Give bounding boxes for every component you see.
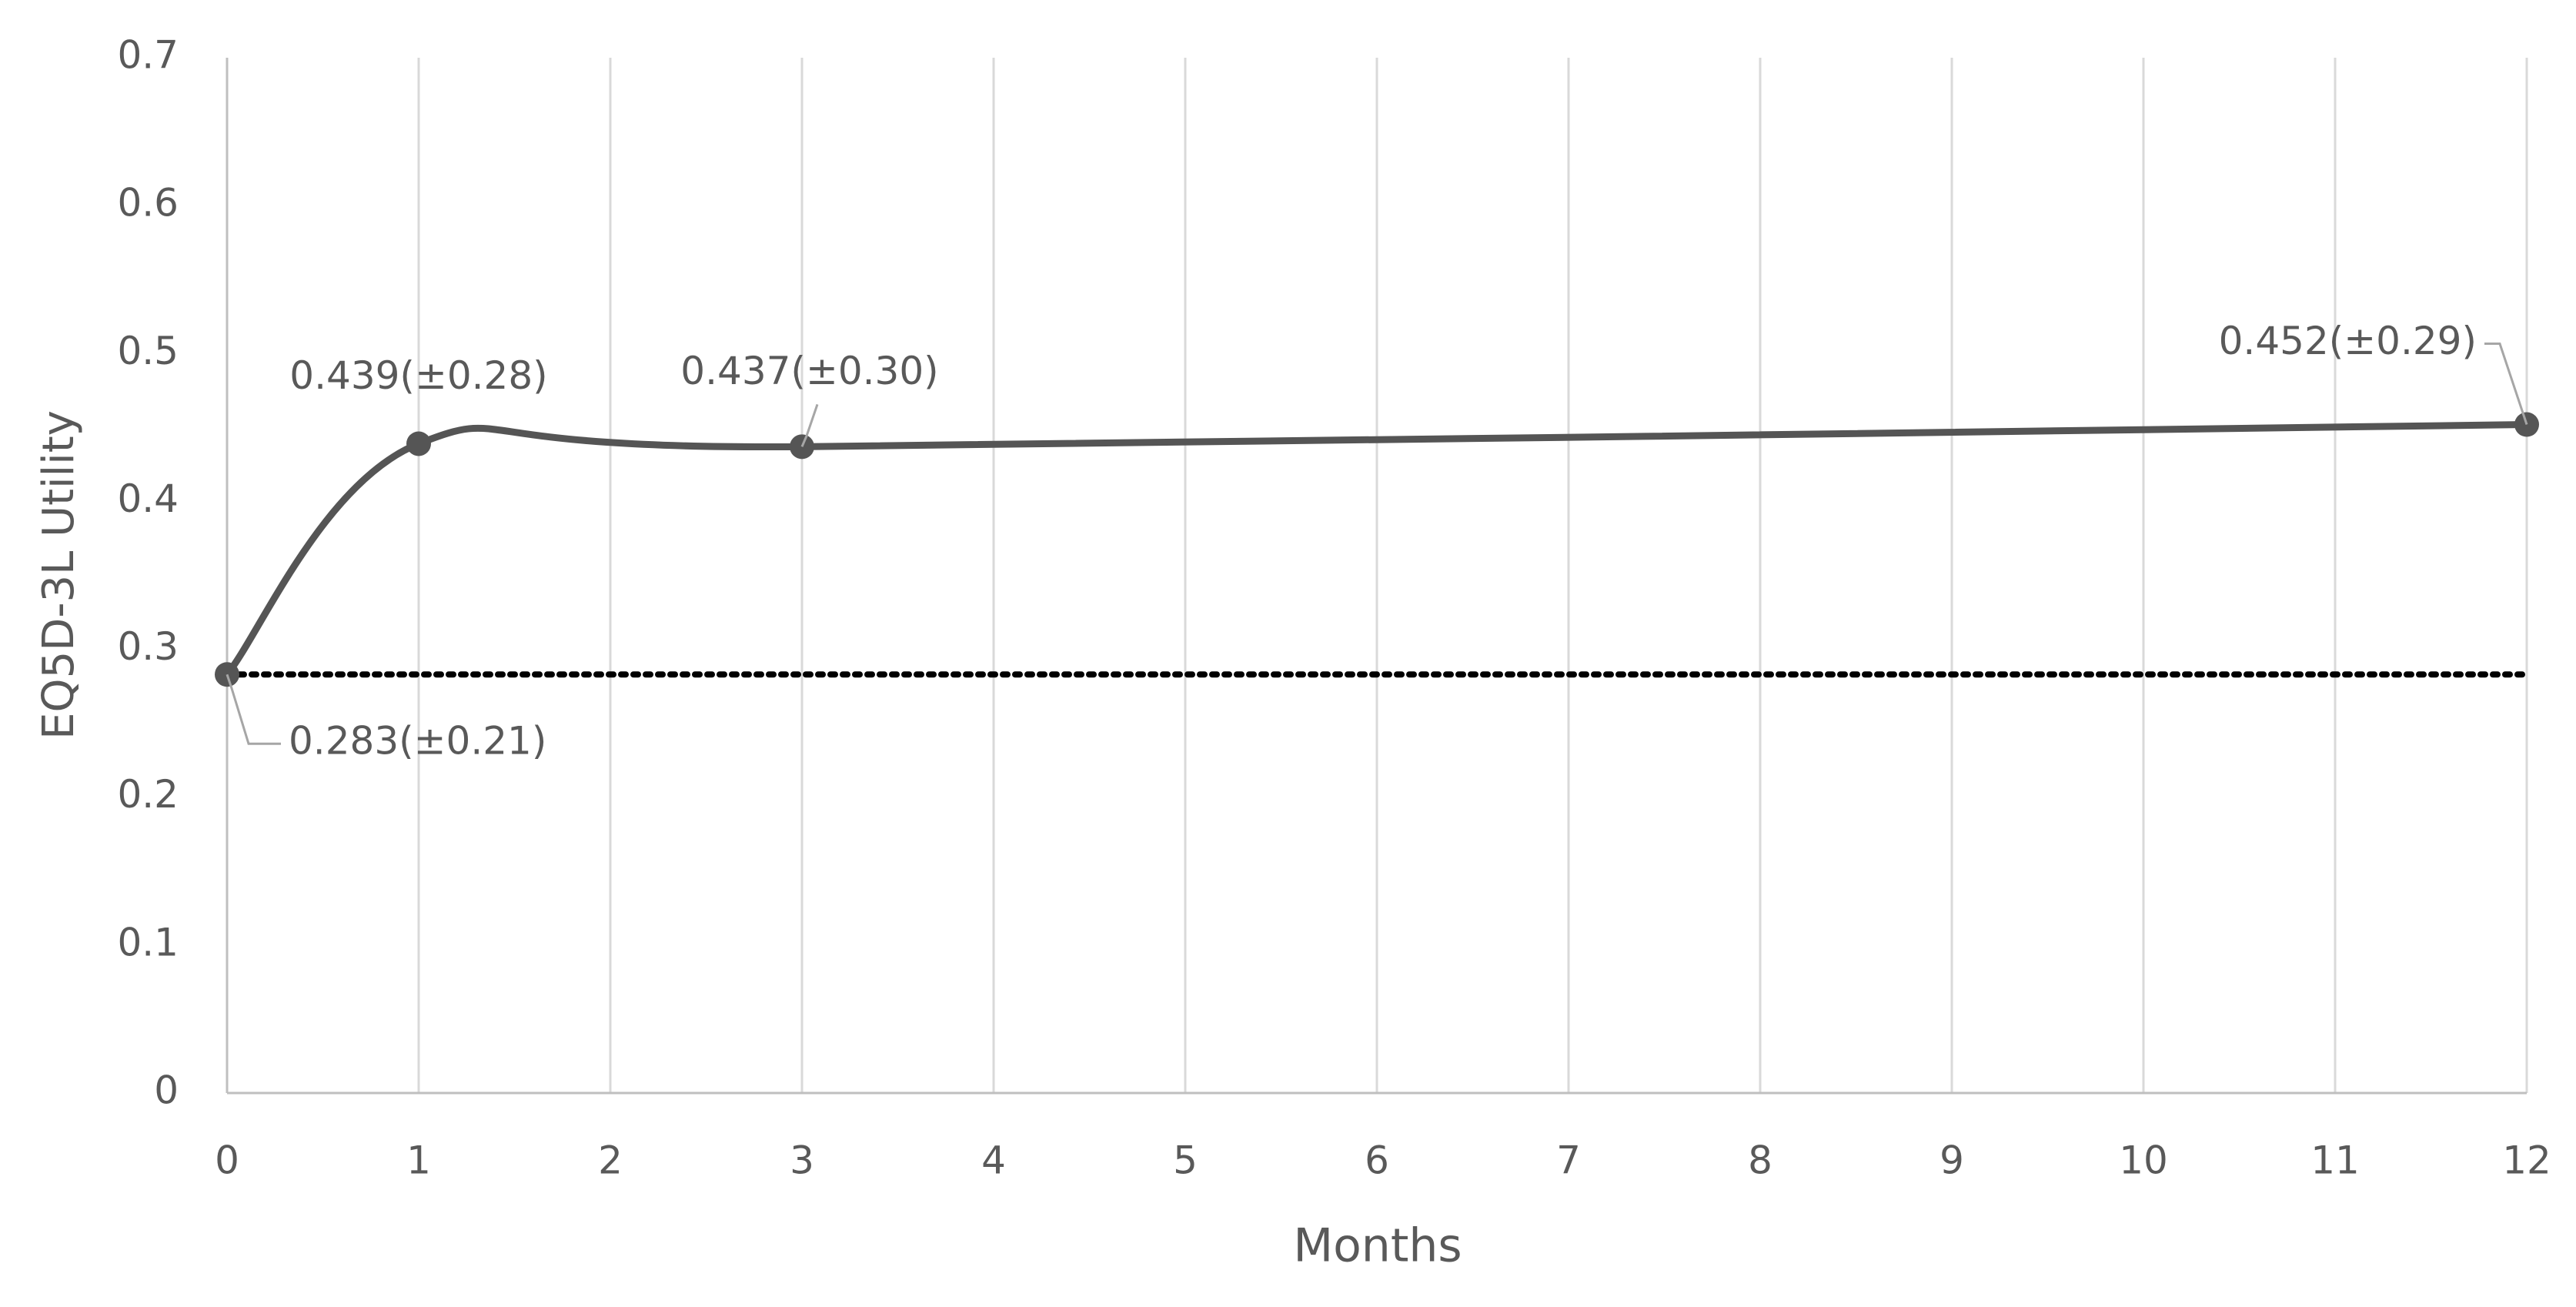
data-label: 0.283(±0.21): [289, 719, 546, 764]
data-label: 0.437(±0.30): [680, 349, 938, 393]
x-tick-label: 8: [1748, 1138, 1772, 1183]
leader-line: [2484, 343, 2528, 425]
x-tick-label: 7: [1556, 1138, 1581, 1183]
x-tick-label: 12: [2502, 1138, 2551, 1183]
x-tick-label: 3: [790, 1138, 814, 1183]
x-tick-label: 10: [2119, 1138, 2168, 1183]
x-tick-label: 5: [1173, 1138, 1198, 1183]
leader-line: [226, 674, 281, 745]
data-label: 0.439(±0.28): [289, 353, 547, 398]
x-tick-label: 1: [406, 1138, 431, 1183]
y-tick-label: 0.4: [117, 476, 179, 521]
y-tick-label: 0.2: [117, 772, 179, 817]
x-tick-label: 4: [981, 1138, 1006, 1183]
leader-line: [800, 403, 819, 447]
x-tick-label: 9: [1940, 1138, 1964, 1183]
x-tick-label: 0: [215, 1138, 239, 1183]
y-tick-label: 0.7: [117, 33, 179, 78]
x-axis-title: Months: [1293, 1219, 1462, 1273]
y-tick-label: 0.6: [117, 181, 179, 226]
data-label: 0.452(±0.29): [2219, 319, 2477, 363]
x-tick-label: 11: [2310, 1138, 2360, 1183]
y-axis-title: EQ5D-3L Utility: [34, 410, 84, 740]
y-tick-label: 0.5: [117, 329, 179, 373]
y-tick-label: 0.1: [117, 920, 179, 964]
y-tick-label: 0.3: [117, 624, 179, 669]
x-tick-label: 2: [598, 1138, 623, 1183]
data-point: [406, 431, 431, 456]
x-tick-label: 6: [1365, 1138, 1389, 1183]
y-tick-label: 0: [154, 1068, 179, 1113]
